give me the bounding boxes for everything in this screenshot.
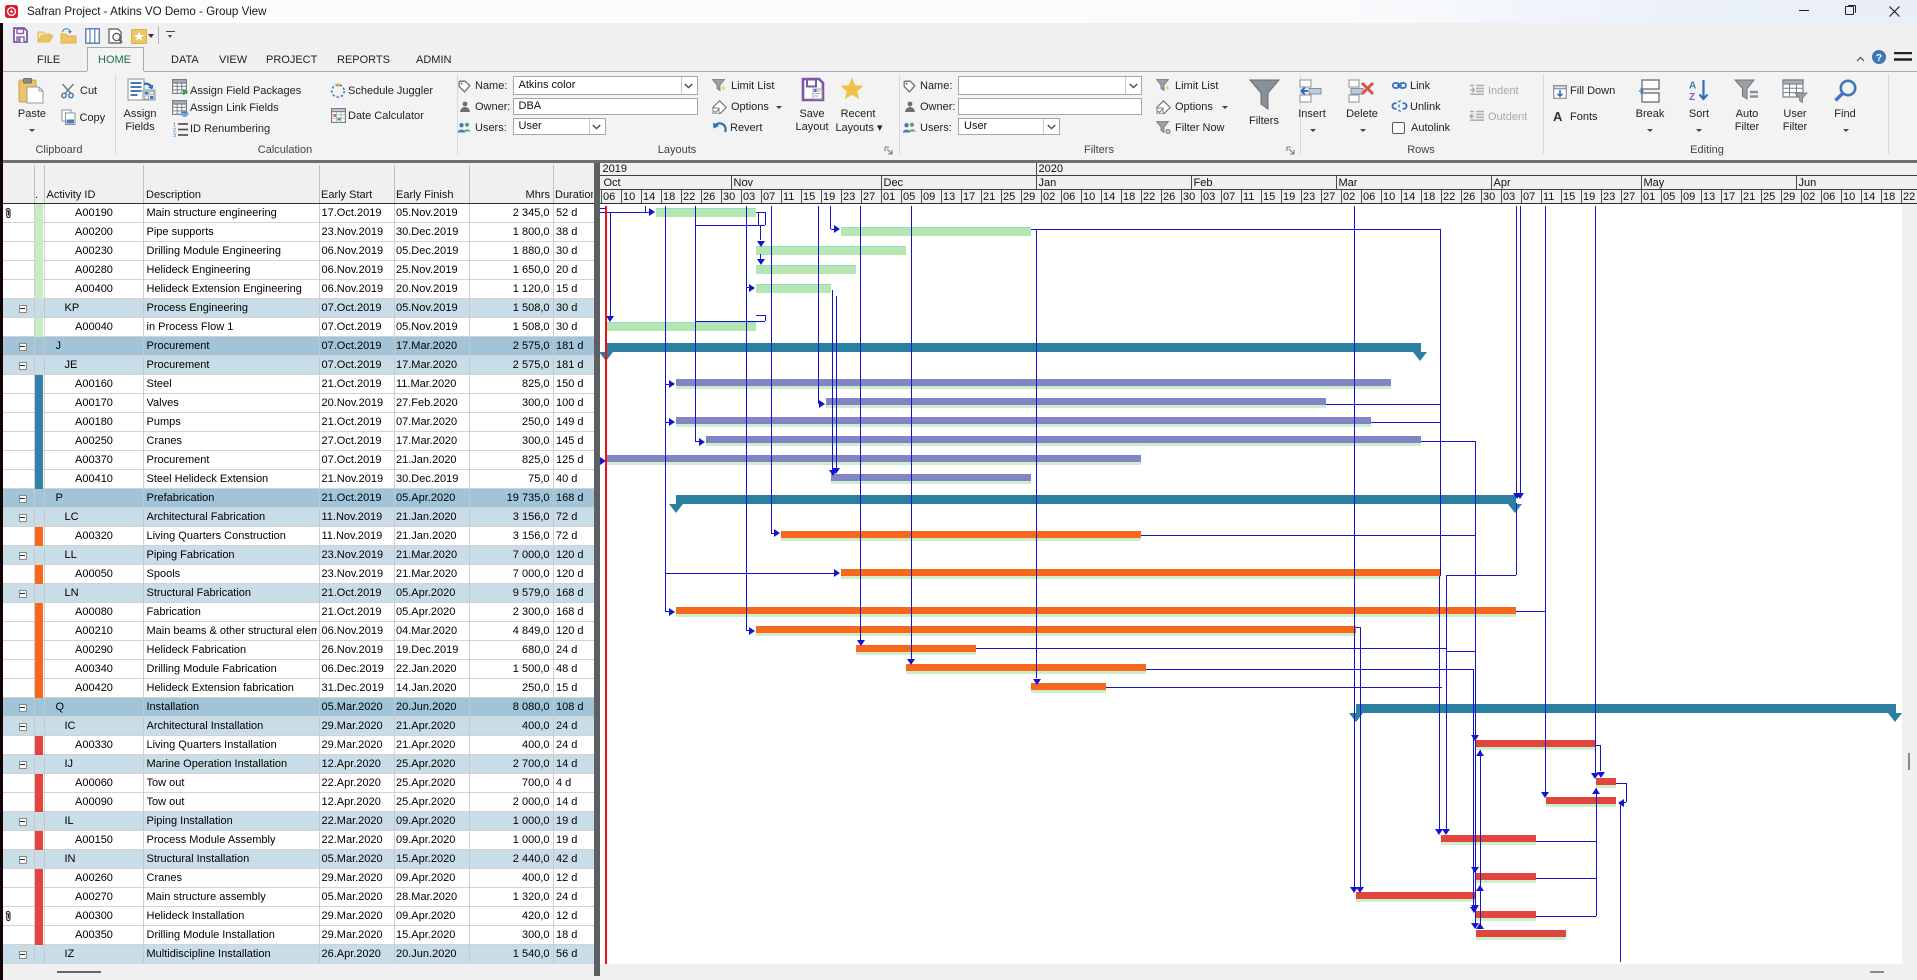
svg-text:1: 1: [173, 123, 176, 129]
svg-text:A: A: [1689, 81, 1696, 92]
svg-text:3: 3: [173, 133, 176, 137]
svg-text:2: 2: [173, 128, 176, 134]
svg-text:Z: Z: [1689, 92, 1695, 103]
svg-text:?: ?: [1876, 52, 1882, 64]
svg-text:GO: GO: [181, 112, 189, 117]
